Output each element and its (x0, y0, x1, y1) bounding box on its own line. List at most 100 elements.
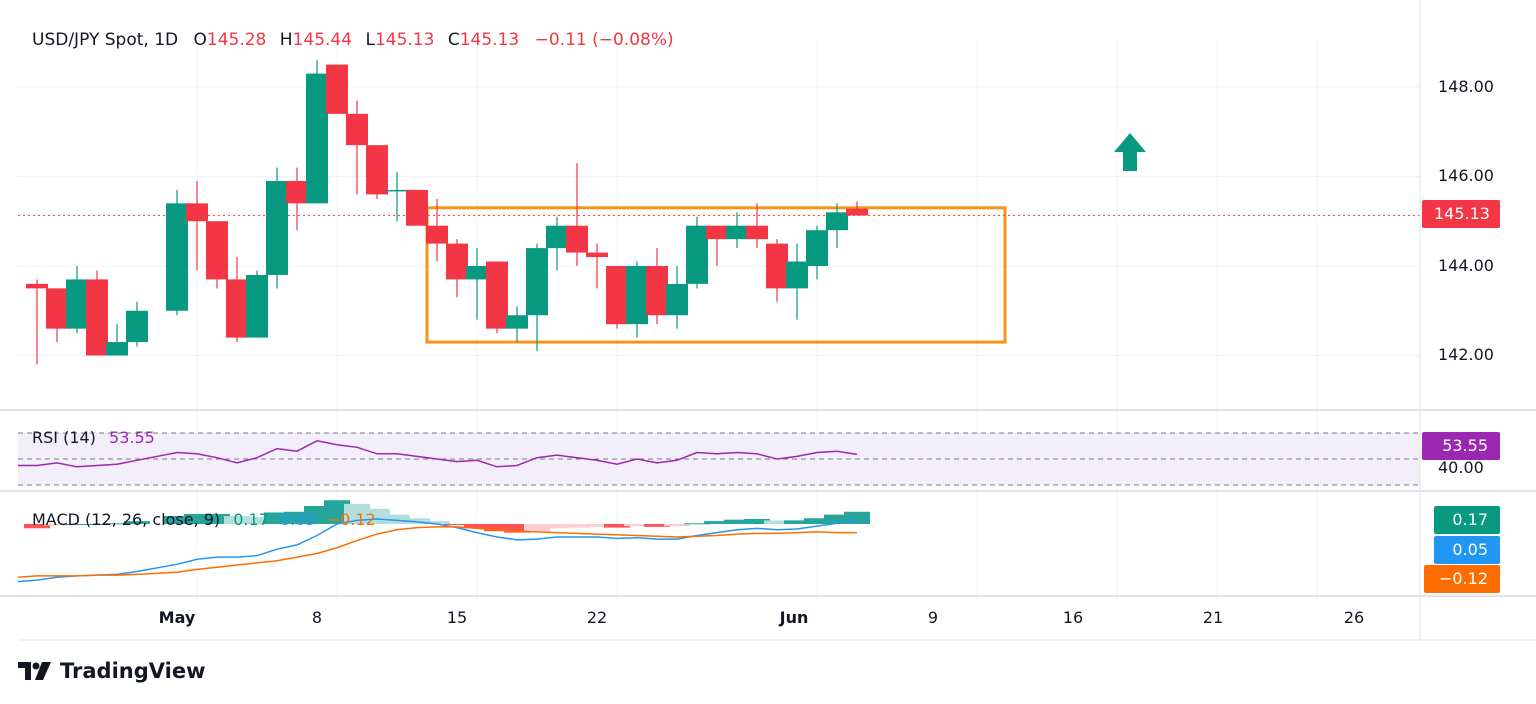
x-tick-16: 16 (1062, 608, 1084, 627)
tradingview-logo-icon (18, 662, 51, 680)
macd-histogram-bar (164, 516, 190, 524)
candle-body (366, 145, 388, 195)
candle (126, 301, 148, 347)
macd-histogram-bar (244, 516, 270, 524)
y-tick-144: 144.00 (1438, 256, 1494, 275)
candle (26, 279, 48, 365)
panel-frame (0, 0, 1536, 641)
symbol-title: USD/JPY Spot, 1D (32, 30, 179, 50)
candle (226, 257, 248, 343)
macd-title: MACD (12, 26, close, 9) (32, 510, 221, 529)
candle (266, 167, 288, 289)
candle (766, 239, 788, 302)
x-tick-26: 26 (1343, 608, 1365, 627)
candle (246, 270, 268, 338)
candle-body (786, 261, 808, 289)
macd-histogram-bar (484, 524, 510, 532)
candle (66, 266, 88, 334)
macd-histogram-bar (504, 524, 530, 533)
macd-histogram-bar (684, 523, 710, 525)
macd-histogram-bar (464, 524, 490, 529)
open-label: O (193, 30, 207, 50)
candle (446, 239, 468, 298)
candle (186, 180, 208, 271)
candle-body (766, 243, 788, 289)
candle-body (726, 225, 748, 240)
rsi-value: 53.55 (109, 428, 155, 447)
candle (306, 60, 328, 204)
candle-body (686, 225, 708, 284)
candle (166, 189, 188, 316)
candle (606, 266, 628, 329)
macd-histogram-bar (604, 524, 630, 528)
macd-histogram-bar (384, 514, 410, 524)
candle (686, 216, 708, 289)
macd-histogram-bar (584, 524, 610, 527)
macd-inline-line: 0.05 (279, 510, 316, 529)
candle (706, 225, 728, 266)
candle-body (186, 203, 208, 222)
y-tick-142: 142.00 (1438, 345, 1494, 364)
candle-body (666, 283, 688, 316)
candle-body (806, 230, 828, 266)
candle-body (206, 221, 228, 280)
change-value: −0.11 (−0.08%) (534, 30, 674, 50)
candle-body (546, 225, 568, 249)
candle (646, 248, 668, 325)
macd-histogram-bar (24, 524, 50, 529)
candle (286, 167, 308, 231)
macd-line-badge: 0.05 (1434, 536, 1500, 564)
consolidation-box (425, 206, 1007, 344)
close-value: 145.13 (459, 30, 520, 50)
x-tick-8: 8 (311, 608, 323, 627)
candle (426, 198, 448, 262)
candle-body (466, 266, 488, 280)
macd-histogram-bar (624, 524, 650, 527)
candle-body (566, 225, 588, 253)
candle-body (506, 315, 528, 329)
candle (726, 212, 748, 249)
macd-histogram-bar (284, 511, 310, 524)
candle-body (46, 288, 68, 329)
range-box (18, 133, 1420, 344)
candle-body (266, 180, 288, 275)
candle-body (586, 252, 608, 258)
candle-body (706, 225, 728, 240)
last-price-badge: 145.13 (1422, 200, 1500, 228)
macd-histogram-bar (184, 513, 210, 524)
macd-histogram-bar (264, 512, 290, 524)
macd-histogram-bar (524, 524, 550, 532)
candle (346, 100, 368, 195)
macd-histogram-bar (544, 524, 570, 529)
macd-histogram-bar (704, 521, 730, 524)
macd-histogram-bar (84, 524, 110, 525)
candle (386, 172, 408, 222)
close-label: C (447, 30, 460, 50)
candles (26, 60, 868, 365)
macd-histogram-bar (324, 500, 350, 524)
candle (546, 216, 568, 271)
x-tick-15: 15 (446, 608, 468, 627)
macd-histogram-bar (804, 518, 830, 524)
macd-histogram-bar (764, 520, 790, 524)
y-tick-148: 148.00 (1438, 77, 1494, 96)
high-label: H (279, 30, 293, 50)
macd-signal-badge: −0.12 (1424, 565, 1500, 593)
macd-histogram-bar (224, 516, 250, 524)
macd-histogram-bar (824, 514, 850, 524)
y-tick-146: 146.00 (1438, 166, 1494, 185)
candle-body (226, 279, 248, 338)
candle-body (646, 266, 668, 316)
candle (486, 261, 508, 334)
macd-histogram-bar (104, 523, 130, 525)
rsi-badge: 53.55 (1422, 432, 1500, 460)
candle-body (26, 283, 48, 289)
tradingview-logo[interactable]: TradingView (18, 659, 205, 683)
candle-body (486, 261, 508, 329)
candle (526, 243, 548, 352)
candle (326, 64, 348, 114)
macd-histogram-bar (664, 524, 690, 527)
x-tick-21: 21 (1202, 608, 1224, 627)
x-tick-22: 22 (586, 608, 608, 627)
macd-histogram-bar (204, 513, 230, 524)
